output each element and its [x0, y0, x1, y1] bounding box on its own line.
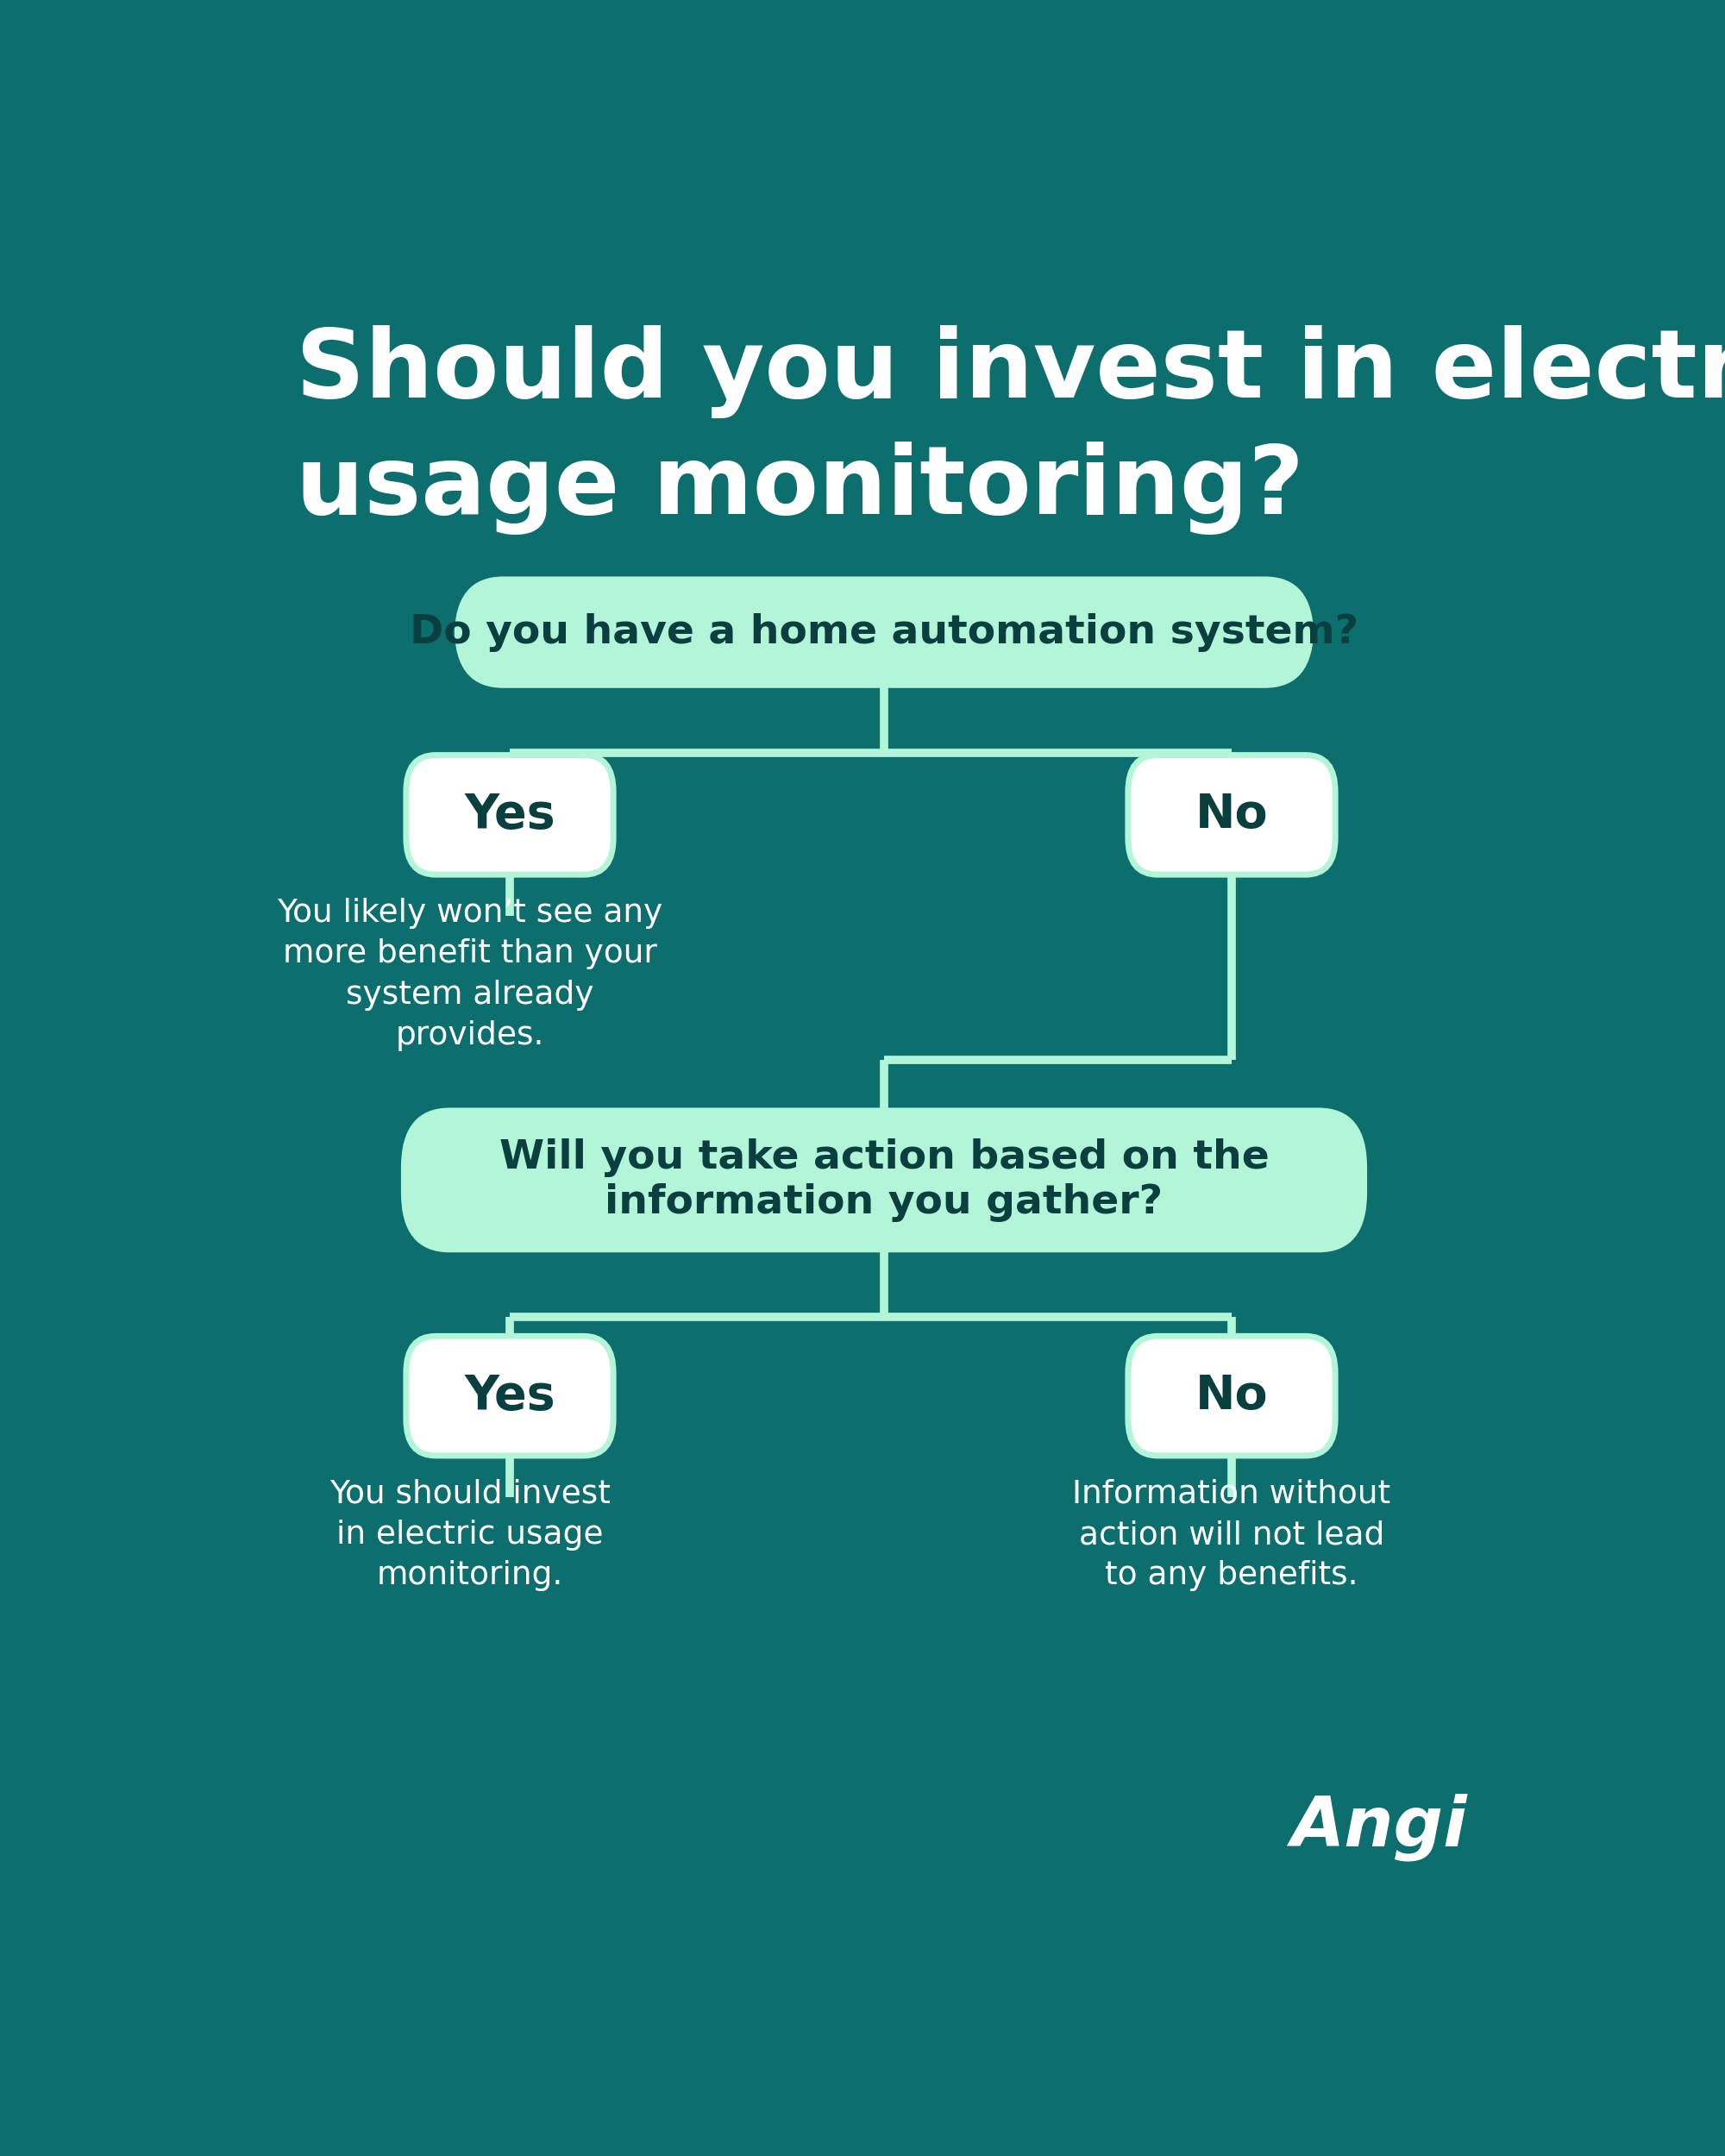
Text: usage monitoring?: usage monitoring? [297, 442, 1304, 535]
Text: Information without
action will not lead
to any benefits.: Information without action will not lead… [1073, 1479, 1390, 1591]
Text: Do you have a home automation system?: Do you have a home automation system? [409, 612, 1359, 651]
FancyBboxPatch shape [405, 1337, 614, 1455]
FancyBboxPatch shape [455, 578, 1313, 686]
Text: No: No [1195, 1373, 1268, 1419]
Text: You likely won’t see any
more benefit than your
system already
provides.: You likely won’t see any more benefit th… [276, 897, 662, 1050]
Text: Should you invest in electric: Should you invest in electric [297, 326, 1725, 418]
Text: Angi: Angi [1290, 1794, 1466, 1861]
FancyBboxPatch shape [1128, 1337, 1335, 1455]
Text: Yes: Yes [464, 791, 555, 839]
Text: Yes: Yes [464, 1373, 555, 1419]
Text: No: No [1195, 791, 1268, 839]
Text: Will you take action based on the
information you gather?: Will you take action based on the inform… [499, 1138, 1270, 1222]
Text: You should invest
in electric usage
monitoring.: You should invest in electric usage moni… [329, 1479, 611, 1591]
FancyBboxPatch shape [404, 1110, 1366, 1250]
FancyBboxPatch shape [1128, 755, 1335, 875]
FancyBboxPatch shape [405, 755, 614, 875]
